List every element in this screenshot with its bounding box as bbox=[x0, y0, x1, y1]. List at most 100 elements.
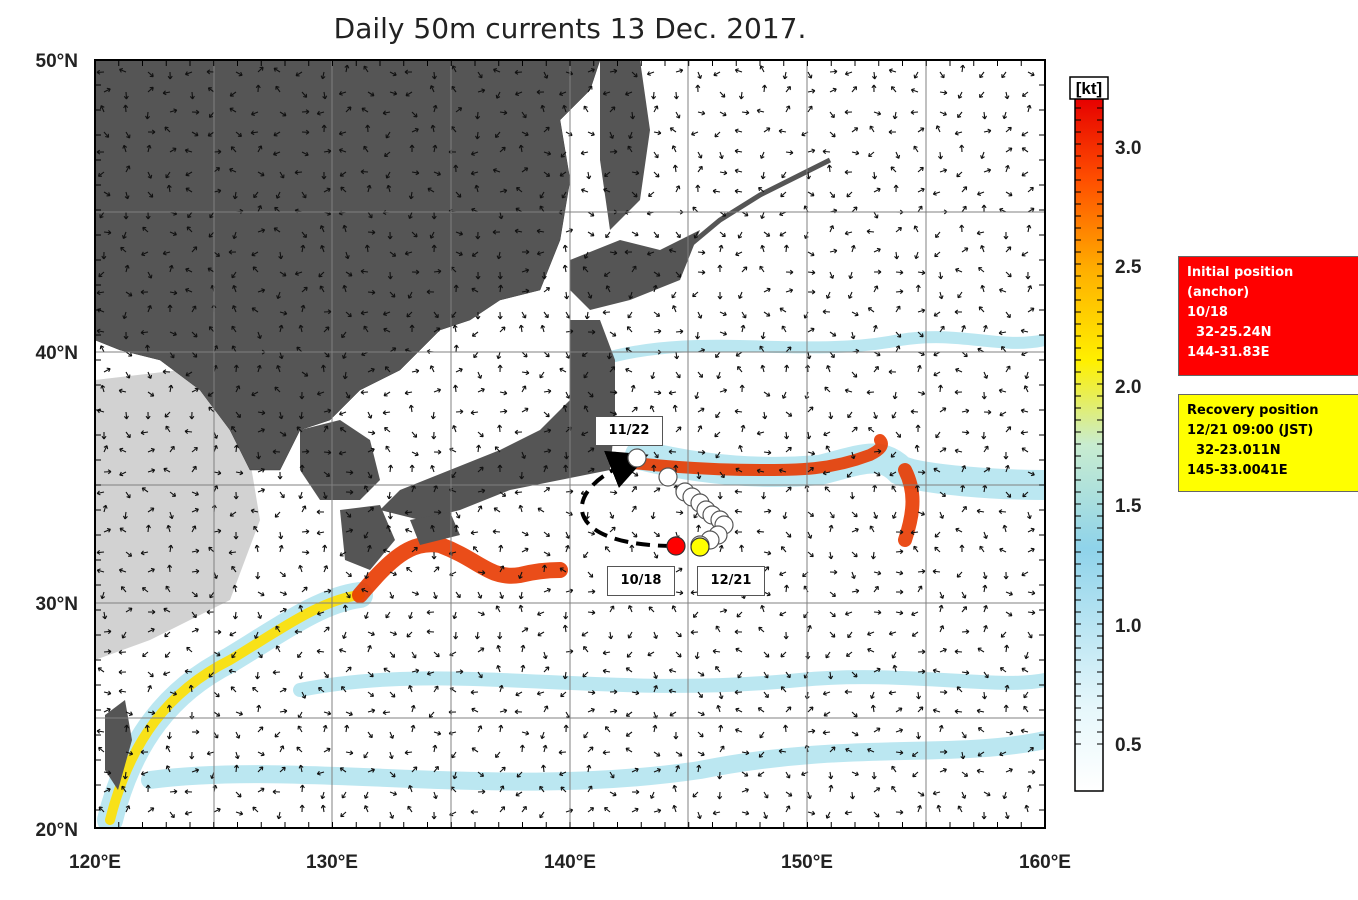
current-vector-head bbox=[739, 384, 745, 389]
current-vector-head bbox=[123, 104, 129, 109]
current-vector bbox=[1027, 528, 1035, 533]
current-vector bbox=[719, 724, 722, 733]
current-vector-head bbox=[321, 124, 327, 129]
current-vector-head bbox=[408, 615, 413, 620]
current-vector-head bbox=[809, 466, 814, 472]
current-vector bbox=[892, 651, 897, 659]
current-vector-head bbox=[515, 91, 520, 97]
current-vector-head bbox=[364, 615, 369, 620]
current-vector-head bbox=[277, 475, 283, 480]
current-vector bbox=[213, 251, 220, 257]
current-vector-head bbox=[370, 447, 375, 453]
current-vector bbox=[735, 708, 743, 713]
current-vector-head bbox=[316, 770, 321, 776]
current-vector-head bbox=[822, 309, 827, 315]
current-vector bbox=[345, 751, 353, 754]
current-vector-head bbox=[547, 151, 552, 156]
current-vector-head bbox=[188, 684, 194, 689]
current-vector bbox=[675, 765, 680, 773]
current-vector bbox=[537, 691, 545, 695]
current-vector bbox=[867, 748, 875, 753]
current-vector-head bbox=[124, 264, 130, 269]
current-vector bbox=[103, 368, 111, 373]
current-vector-head bbox=[589, 746, 594, 751]
current-vector-head bbox=[738, 95, 744, 100]
current-vector bbox=[235, 731, 240, 739]
current-vector bbox=[631, 505, 637, 513]
current-vector bbox=[452, 65, 457, 73]
current-vector bbox=[125, 291, 133, 297]
current-vector bbox=[824, 386, 831, 393]
current-vector bbox=[366, 244, 369, 253]
current-vector-head bbox=[209, 594, 214, 599]
current-vector bbox=[433, 731, 441, 735]
current-vector-head bbox=[432, 144, 438, 149]
current-vector-head bbox=[604, 807, 609, 812]
current-vector bbox=[279, 591, 287, 596]
current-vector-head bbox=[126, 434, 131, 439]
current-vector bbox=[449, 551, 457, 555]
current-vector-head bbox=[234, 764, 239, 769]
current-vector-head bbox=[275, 85, 280, 90]
current-vector-head bbox=[937, 155, 943, 160]
current-vector-head bbox=[714, 433, 719, 438]
current-vector bbox=[253, 191, 259, 198]
current-vector-head bbox=[759, 154, 765, 159]
current-vector-head bbox=[122, 515, 128, 520]
current-vector bbox=[999, 751, 1007, 756]
current-vector-head bbox=[560, 693, 565, 698]
current-vector bbox=[851, 571, 855, 579]
current-vector-head bbox=[278, 355, 284, 360]
current-vector bbox=[411, 451, 419, 456]
current-vector bbox=[499, 284, 502, 293]
current-vector-head bbox=[436, 171, 441, 176]
current-vector-head bbox=[867, 747, 872, 753]
current-vector-head bbox=[279, 745, 285, 750]
current-vector-head bbox=[893, 184, 899, 189]
current-vector-head bbox=[602, 90, 607, 96]
current-vector-head bbox=[744, 212, 749, 217]
current-vector-head bbox=[853, 713, 858, 718]
current-vector-head bbox=[722, 212, 727, 217]
current-vector-head bbox=[810, 192, 815, 197]
current-vector-head bbox=[983, 535, 988, 539]
current-vector-head bbox=[959, 144, 965, 149]
current-vector-head bbox=[208, 113, 214, 118]
current-vector-head bbox=[257, 205, 263, 210]
current-vector bbox=[674, 405, 677, 413]
current-vector bbox=[541, 105, 545, 113]
current-vector-head bbox=[1026, 515, 1032, 520]
current-vector bbox=[957, 291, 963, 299]
current-vector bbox=[917, 570, 926, 573]
current-vector bbox=[741, 266, 748, 273]
current-vector bbox=[785, 151, 794, 154]
current-vector bbox=[847, 631, 853, 638]
current-vector bbox=[999, 288, 1007, 293]
current-vector-head bbox=[828, 524, 834, 529]
current-vector bbox=[515, 91, 523, 96]
current-vector bbox=[103, 630, 112, 633]
current-vector bbox=[476, 631, 479, 640]
current-vector bbox=[806, 364, 809, 373]
current-vector-head bbox=[452, 324, 458, 329]
current-vector-head bbox=[715, 625, 720, 630]
current-vector-head bbox=[586, 764, 592, 769]
current-vector-head bbox=[106, 192, 111, 197]
current-vector bbox=[274, 386, 281, 393]
current-vector bbox=[912, 751, 919, 757]
current-vector bbox=[719, 245, 723, 253]
current-vector-head bbox=[274, 733, 279, 738]
current-vector bbox=[851, 331, 855, 339]
current-vector-head bbox=[458, 367, 463, 373]
current-vector bbox=[301, 191, 307, 199]
current-vector bbox=[409, 611, 413, 619]
current-vector-head bbox=[987, 128, 992, 134]
current-vector-head bbox=[734, 689, 739, 695]
current-vector-head bbox=[692, 292, 697, 298]
current-vector bbox=[323, 326, 330, 333]
current-vector-head bbox=[392, 571, 397, 577]
current-vector bbox=[609, 106, 616, 113]
current-vector bbox=[757, 771, 765, 777]
current-vector bbox=[363, 751, 369, 759]
current-vector-head bbox=[184, 810, 189, 816]
